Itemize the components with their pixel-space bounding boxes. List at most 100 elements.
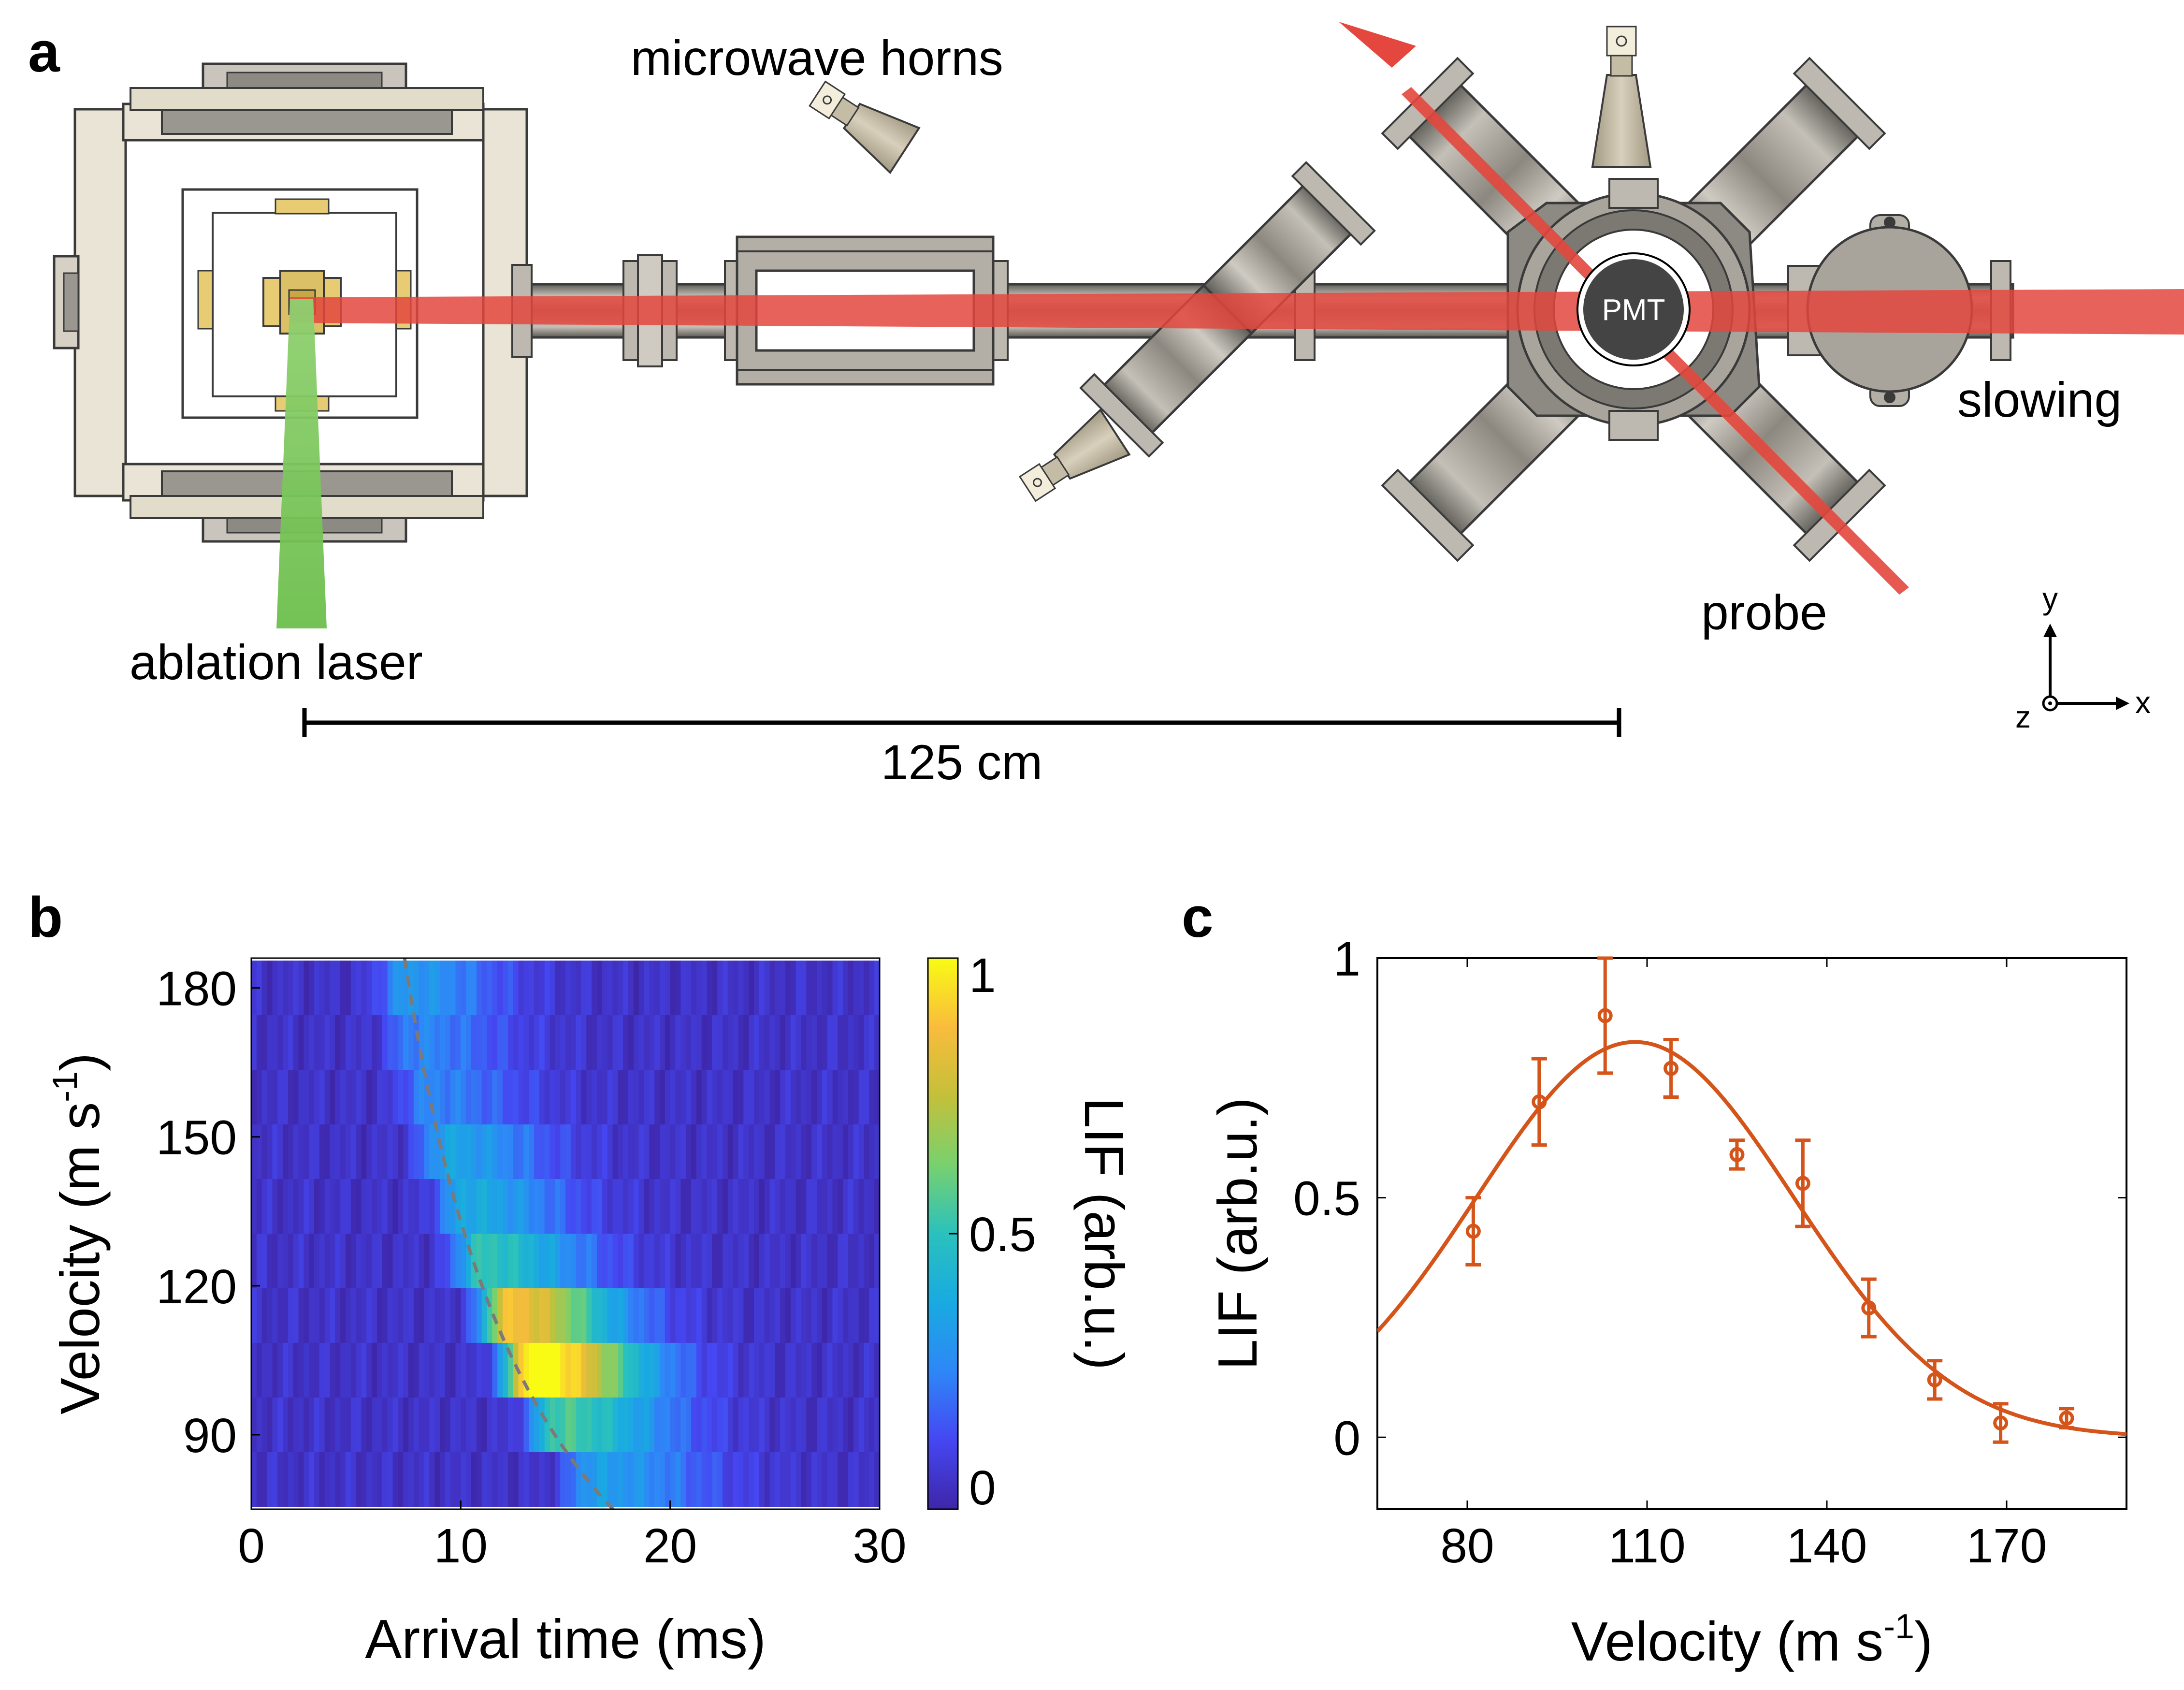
heatmap-cell <box>602 1015 608 1070</box>
heatmap-cell <box>324 1288 331 1343</box>
heatmap-cell <box>523 1342 529 1398</box>
heatmap-cell <box>712 1179 718 1234</box>
heatmap-cell <box>429 1452 435 1507</box>
y-tick-label: 1 <box>1333 932 1360 986</box>
panel-b-letter: b <box>28 886 63 949</box>
y-tick-label: 180 <box>156 962 237 1016</box>
heatmap-cell <box>660 1342 665 1398</box>
heatmap-cell <box>450 1452 456 1507</box>
heatmap-cell <box>874 1397 880 1453</box>
y-tick-label: 120 <box>156 1260 237 1314</box>
heatmap-cell <box>649 1288 655 1343</box>
heatmap-cell <box>476 1070 482 1125</box>
heatmap-cell <box>330 1179 336 1234</box>
heatmap-cell <box>843 1179 849 1234</box>
heatmap-cell <box>811 1342 817 1398</box>
heatmap-cell <box>717 1452 723 1507</box>
heatmap-cell <box>503 1179 508 1234</box>
heatmap-cell <box>513 1179 519 1234</box>
heatmap-cell <box>864 1397 870 1453</box>
heatmap-cell <box>340 961 346 1016</box>
heatmap-cell <box>749 1234 754 1289</box>
heatmap-cell <box>539 1452 545 1507</box>
heatmap-cell <box>550 1179 556 1234</box>
heatmap-cell <box>560 1234 566 1289</box>
heatmap-cell <box>858 1179 865 1234</box>
heatmap-cell <box>513 1452 519 1507</box>
heatmap-cell <box>832 961 839 1016</box>
heatmap-cell <box>576 1179 582 1234</box>
heatmap-cell <box>419 1070 425 1125</box>
heatmap-cell <box>790 1234 796 1289</box>
heatmap-cell <box>408 1234 414 1289</box>
heatmap-cell <box>503 1288 508 1343</box>
heatmap-cell <box>330 1288 336 1343</box>
heatmap-cell <box>696 961 702 1016</box>
heatmap-cell <box>350 1015 357 1070</box>
heatmap-cell <box>408 1179 414 1234</box>
heatmap-cell <box>790 1288 796 1343</box>
heatmap-cell <box>680 1179 686 1234</box>
colorbar-ticks: 00.51 <box>949 948 1036 1515</box>
heatmap-cell <box>523 1397 529 1453</box>
heatmap-cell <box>398 1015 404 1070</box>
heatmap-cell <box>754 1015 760 1070</box>
heatmap-cell <box>769 1015 776 1070</box>
heatmap-cell <box>749 1342 754 1398</box>
heatmap-cell <box>869 1342 875 1398</box>
heatmap-cell <box>586 1179 592 1234</box>
heatmap-cell <box>801 1397 807 1453</box>
heatmap-cell <box>544 1070 550 1125</box>
heatmap-cell <box>513 1124 519 1180</box>
heatmap-cell <box>324 1124 331 1180</box>
heatmap-cell <box>346 1288 351 1343</box>
heatmap-cell <box>429 1288 435 1343</box>
heatmap-cell <box>304 1234 309 1289</box>
heatmap-cell <box>586 1234 592 1289</box>
heatmap-cell <box>476 1015 482 1070</box>
heatmap-cell <box>398 1179 404 1234</box>
heatmap-cell <box>581 1124 587 1180</box>
heatmap-cell <box>555 961 561 1016</box>
heatmap-cell <box>665 1452 671 1507</box>
data-points <box>1465 956 2074 1444</box>
plot-c-ylabel: LIF (arb.u.) <box>1207 1097 1269 1370</box>
heatmap-cell <box>780 1124 786 1180</box>
heatmap-cell <box>738 1015 744 1070</box>
heatmap-cell <box>419 1452 425 1507</box>
heatmap-cell <box>382 1179 388 1234</box>
heatmap-cell <box>618 1124 623 1180</box>
heatmap-cell <box>686 1124 692 1180</box>
heatmap-cell <box>723 1015 728 1070</box>
heatmap-cell <box>853 1452 859 1507</box>
heatmap-cell <box>843 961 849 1016</box>
heatmap-cell <box>277 1397 283 1453</box>
heatmap-cell <box>696 1015 702 1070</box>
heatmap-cell <box>309 1124 315 1180</box>
heatmap-cell <box>403 1397 409 1453</box>
heatmap-cell <box>623 1124 629 1180</box>
heatmap-cell <box>628 961 634 1016</box>
heatmap-cell <box>801 1288 807 1343</box>
heatmap-cell <box>361 1234 367 1289</box>
microwave-horn-detection <box>1591 26 1652 168</box>
heatmap-cell <box>560 1124 566 1180</box>
heatmap-cell <box>843 1288 849 1343</box>
heatmap-cell <box>696 1288 702 1343</box>
heatmap-cell <box>272 1234 278 1289</box>
heatmap-cell <box>618 1070 623 1125</box>
heatmap-cell <box>372 1452 377 1507</box>
heatmap-cell <box>309 1070 315 1125</box>
heatmap-cell <box>565 1288 571 1343</box>
heatmap-cell <box>256 1015 262 1070</box>
heatmap-cell <box>869 961 875 1016</box>
heatmap-cell <box>607 1015 613 1070</box>
heatmap-cell <box>277 1452 283 1507</box>
heatmap-cell <box>377 1342 383 1398</box>
heatmap-cell <box>712 1015 718 1070</box>
heatmap-cell <box>638 1179 645 1234</box>
heatmap-cell <box>612 1015 619 1070</box>
heatmap-cell <box>633 1070 639 1125</box>
heatmap-cell <box>754 1397 760 1453</box>
heatmap-cell <box>555 1342 561 1398</box>
